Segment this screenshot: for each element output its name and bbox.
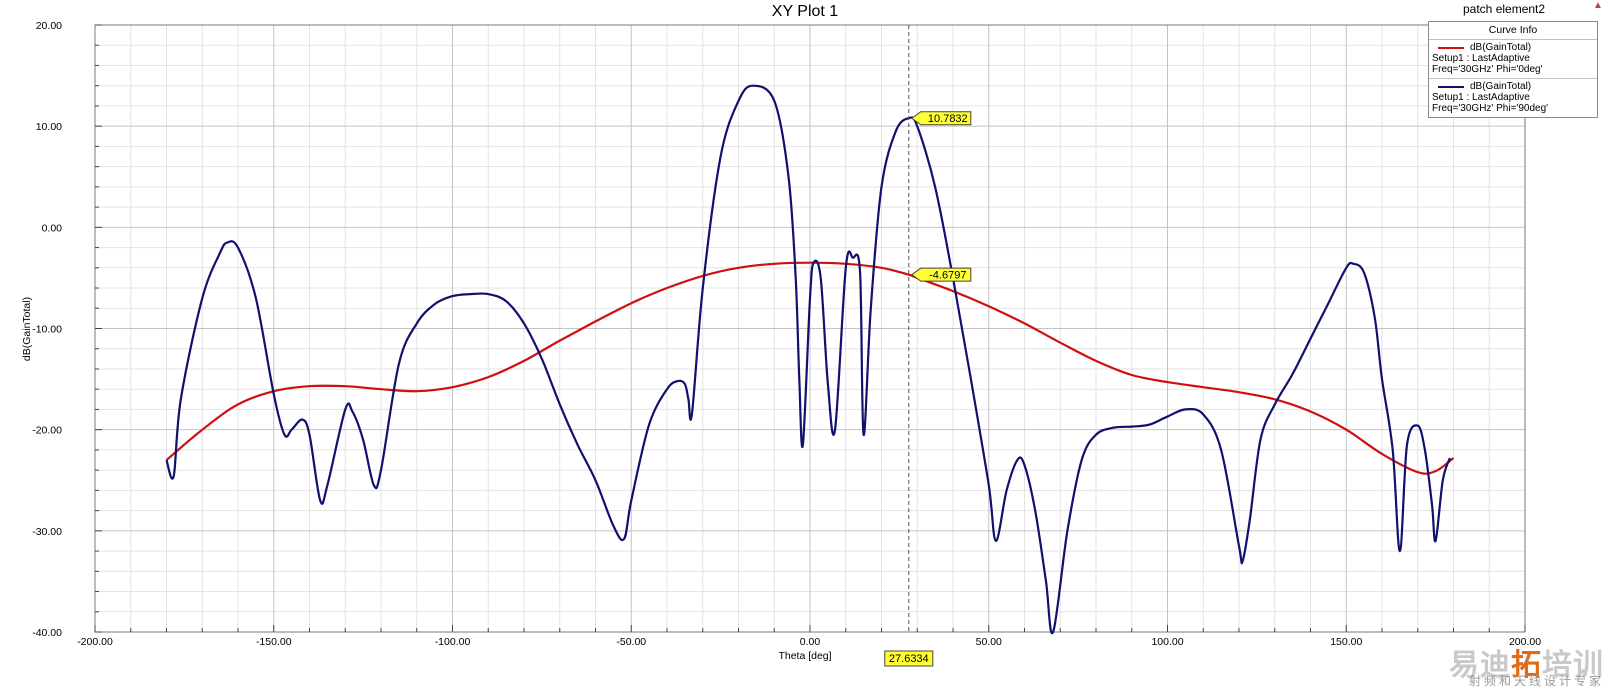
legend-swatch — [1438, 85, 1464, 88]
watermark-logo: 易迪拓培训 射频和天线设计专家 — [1414, 638, 1610, 689]
x-tick-label: -50.00 — [616, 636, 646, 648]
y-tick-label: -30.00 — [32, 526, 62, 538]
y-tick-label: 0.00 — [42, 222, 63, 234]
curve-info-legend[interactable]: Curve Info dB(GainTotal) Setup1 : LastAd… — [1428, 21, 1598, 118]
marker-value-box — [910, 267, 972, 282]
legend-item-params: Freq='30GHz' Phi='0deg' — [1432, 64, 1543, 75]
x-tick-label: 0.00 — [800, 636, 821, 648]
x-tick-label: 150.00 — [1330, 636, 1362, 648]
legend-item-name: dB(GainTotal) — [1470, 81, 1532, 92]
legend-item-setup: Setup1 : LastAdaptive — [1432, 53, 1530, 64]
x-axis-label: Theta [deg] — [778, 650, 831, 662]
y-tick-labels: 20.00 10.00 0.00 -10.00 -20.00 -30.00 -40.00 — [32, 20, 62, 639]
legend-title: Curve Info — [1429, 22, 1597, 40]
x-tick-label: -200.00 — [77, 636, 113, 648]
marker-value-box — [910, 111, 972, 126]
watermark-main-b: 拓 — [1511, 649, 1542, 682]
marker-value-label[interactable]: -4.6797 — [910, 267, 972, 282]
marker-labels: -4.6797 10.7832 — [910, 111, 972, 282]
y-tick-label: 20.00 — [36, 20, 62, 32]
x-tick-label: 200.00 — [1509, 636, 1541, 648]
x-tick-label: 50.00 — [976, 636, 1002, 648]
watermark-sub: 射频和天线设计专家 — [1468, 674, 1604, 688]
legend-item-setup: Setup1 : LastAdaptive — [1432, 92, 1530, 103]
chart-title: XY Plot 1 — [772, 3, 839, 20]
resize-up-icon[interactable]: ▲ — [1593, 0, 1603, 11]
watermark-main: 易迪拓培训 — [1449, 640, 1604, 684]
marker-value: 10.7832 — [928, 113, 968, 125]
marker-value-label[interactable]: 10.7832 — [910, 111, 972, 126]
y-tick-label: -10.00 — [32, 324, 62, 336]
y-tick-label: 10.00 — [36, 121, 62, 133]
project-name: patch element2 — [1463, 2, 1546, 16]
marker-x-label[interactable]: 27.6334 — [884, 650, 934, 667]
series-layer — [165, 84, 1455, 635]
x-tick-label: -100.00 — [435, 636, 471, 648]
marker-value: -4.6797 — [929, 270, 966, 282]
series-line-1[interactable] — [165, 84, 1451, 635]
watermark-main-a: 易迪 — [1449, 649, 1511, 682]
marker-x-value: 27.6334 — [889, 653, 929, 665]
legend-item-name: dB(GainTotal) — [1470, 42, 1532, 53]
axis-ticks — [94, 24, 1526, 633]
y-tick-label: -40.00 — [32, 627, 62, 639]
x-tick-label: 100.00 — [1151, 636, 1183, 648]
x-tick-labels: -200.00 -150.00 -100.00 -50.00 0.00 50.00 100.… — [77, 636, 1541, 648]
legend-item-params: Freq='30GHz' Phi='90deg' — [1432, 103, 1549, 114]
x-tick-label: -150.00 — [256, 636, 292, 648]
legend-swatch — [1438, 46, 1464, 49]
legend-item-phi-90[interactable]: dB(GainTotal) Setup1 : LastAdaptive Freq… — [1429, 79, 1597, 117]
legend-item-phi-0[interactable]: dB(GainTotal) Setup1 : LastAdaptive Freq… — [1429, 40, 1597, 79]
y-axis-label: dB(GainTotal) — [21, 297, 33, 361]
watermark-main-c: 培训 — [1542, 649, 1604, 682]
y-tick-label: -20.00 — [32, 425, 62, 437]
